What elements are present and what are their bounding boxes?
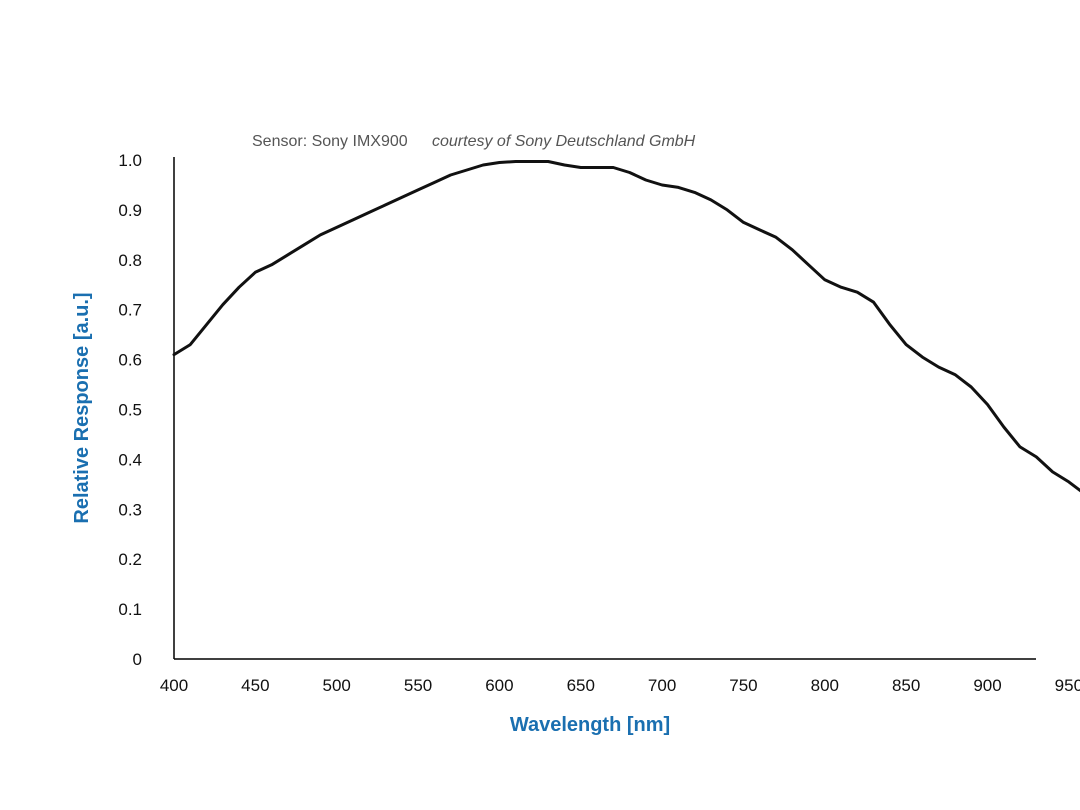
y-axis-title: Relative Response [a.u.] [71, 292, 93, 523]
y-tick-label: 0.9 [118, 201, 142, 220]
x-tick-label: 400 [160, 676, 188, 695]
x-tick-label: 600 [485, 676, 513, 695]
x-tick-label: 900 [973, 676, 1001, 695]
y-tick-label: 0.5 [118, 401, 142, 420]
y-tick-label: 0.6 [118, 351, 142, 370]
x-tick-label: 500 [323, 676, 351, 695]
x-axis-title: Wavelength [nm] [510, 714, 670, 736]
y-tick-label: 0 [133, 650, 142, 669]
x-tick-labels: 4004505005506006507007508008509009501000 [160, 676, 1080, 695]
x-tick-label: 850 [892, 676, 920, 695]
y-tick-labels: 0 0.1 0.2 0.3 0.4 0.5 0.6 0.7 0.8 0.9 1.0 [118, 151, 142, 669]
y-tick-label: 0.8 [118, 251, 142, 270]
chart-title: Sensor: Sony IMX900 [252, 133, 408, 150]
x-tick-label: 750 [729, 676, 757, 695]
x-tick-label: 950 [1055, 676, 1080, 695]
chart-subtitle: courtesy of Sony Deutschland GmbH [432, 133, 696, 150]
y-tick-label: 0.7 [118, 301, 142, 320]
y-tick-label: 0.4 [118, 450, 142, 469]
x-tick-label: 450 [241, 676, 269, 695]
y-tick-label: 1.0 [118, 151, 142, 170]
x-tick-label: 800 [811, 676, 839, 695]
y-tick-label: 0.3 [118, 500, 142, 519]
y-tick-label: 0.2 [118, 550, 142, 569]
x-tick-label: 550 [404, 676, 432, 695]
x-tick-label: 650 [567, 676, 595, 695]
response-curve [172, 160, 1080, 493]
x-tick-label: 700 [648, 676, 676, 695]
y-tick-label: 0.1 [118, 600, 142, 619]
